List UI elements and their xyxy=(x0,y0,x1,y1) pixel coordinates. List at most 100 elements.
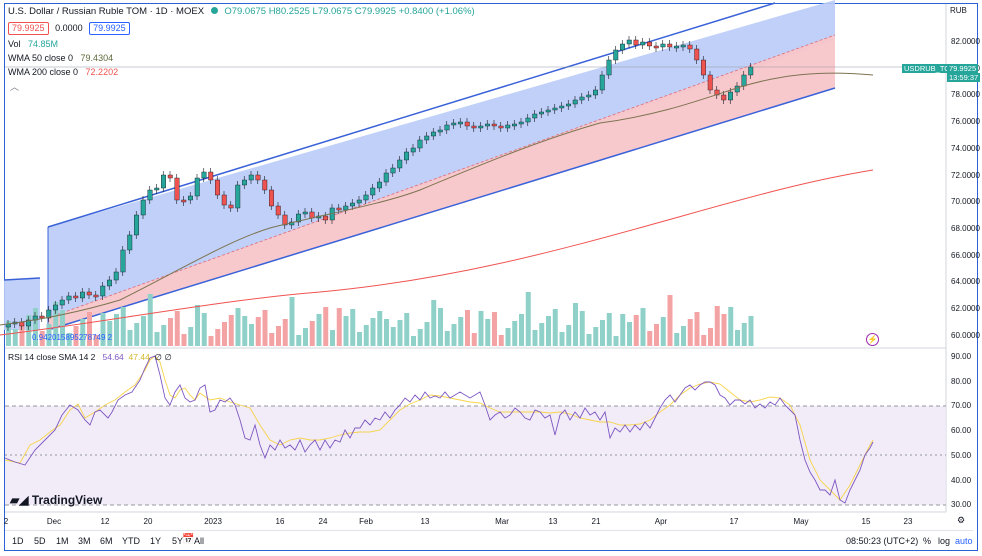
chart-frame xyxy=(4,3,978,551)
volume-bar xyxy=(620,314,626,346)
candle xyxy=(134,214,139,236)
volume-bar xyxy=(80,319,86,346)
price-tick: 78.0000 xyxy=(951,90,980,100)
volume-bar xyxy=(606,313,612,346)
candle xyxy=(539,111,544,115)
volume-bar xyxy=(46,324,52,346)
volume-bar xyxy=(363,325,369,346)
candle xyxy=(242,179,247,186)
time-tick: 23 xyxy=(903,517,913,526)
volume-bar xyxy=(33,308,38,346)
volume-bar xyxy=(53,302,59,346)
candle xyxy=(451,122,457,126)
volume-bar xyxy=(19,322,25,346)
last-price-tag[interactable]: 79.9925 xyxy=(947,64,979,73)
wma50-value: 79.4304 xyxy=(80,53,114,63)
lightning-icon[interactable]: ⚡ xyxy=(866,333,879,346)
rsi-line[interactable] xyxy=(4,355,874,504)
symbol-title[interactable]: U.S. Dollar / Russian Ruble TOM · 1D · M… xyxy=(8,6,205,17)
candle xyxy=(302,211,308,215)
volume-bar xyxy=(276,326,281,346)
price-tick: 64.0000 xyxy=(951,277,980,287)
volume-bar xyxy=(289,297,295,346)
candle xyxy=(613,49,619,61)
range-button-1d[interactable]: 1D xyxy=(12,536,24,546)
time-tick: 13 xyxy=(420,517,430,526)
range-button-5y[interactable]: 5Y xyxy=(172,536,184,546)
volume-bar xyxy=(417,329,423,346)
clock-display[interactable]: 08:50:23 (UTC+2) xyxy=(846,536,919,546)
sell-button[interactable]: 79.9925 xyxy=(8,22,49,35)
percent-toggle[interactable]: % xyxy=(923,536,932,546)
candle xyxy=(633,39,639,46)
tradingview-logo[interactable]: ▰◢ TradingView xyxy=(10,493,102,507)
range-button-6m[interactable]: 6M xyxy=(100,536,113,546)
range-button-5d[interactable]: 5D xyxy=(34,536,46,546)
volume-legend[interactable]: Vol 74.85M xyxy=(8,38,58,50)
date-range-icon[interactable]: 📅 xyxy=(182,534,195,545)
tv-logo-icon: ▰◢ xyxy=(10,493,29,507)
candle xyxy=(545,109,551,113)
volume-bar xyxy=(566,325,572,346)
settings-gear-icon[interactable]: ⚙ xyxy=(957,515,966,525)
volume-bar xyxy=(154,332,160,346)
candle xyxy=(86,291,92,296)
wma50-line[interactable] xyxy=(0,72,874,326)
wma200-line[interactable] xyxy=(0,169,874,336)
range-button-all[interactable]: All xyxy=(194,536,205,546)
log-toggle[interactable]: log xyxy=(938,536,951,546)
time-tick: 16 xyxy=(275,517,285,526)
candle xyxy=(620,43,625,51)
range-button-3m[interactable]: 3M xyxy=(78,536,91,546)
candle xyxy=(127,234,133,251)
candles xyxy=(5,36,754,331)
volume-bar xyxy=(316,314,322,346)
collapse-legend-icon[interactable]: ︿ xyxy=(10,82,20,92)
candle xyxy=(572,99,578,105)
channel-upper-line[interactable] xyxy=(47,2,776,228)
candle xyxy=(248,174,254,181)
volume-bar xyxy=(708,328,713,346)
candle xyxy=(208,171,214,181)
volume-bar xyxy=(681,326,686,346)
candle xyxy=(626,39,632,45)
candle xyxy=(323,215,328,221)
candle xyxy=(309,211,315,219)
candle xyxy=(343,205,349,211)
currency-label[interactable]: RUB xyxy=(950,6,967,15)
range-button-ytd[interactable]: YTD xyxy=(122,536,140,546)
wma50-legend[interactable]: WMA 50 close 0 79.4304 xyxy=(8,52,113,64)
volume-bar xyxy=(107,321,113,346)
time-tick: Mar xyxy=(495,517,509,526)
tag-countdown: 13:59:37 xyxy=(949,73,979,82)
rsi-legend[interactable]: RSI 14 close SMA 14 2 54.64 47.44 ∅ ∅ xyxy=(8,352,172,363)
candle xyxy=(606,59,612,76)
candle xyxy=(424,135,430,141)
channel-lower-fill xyxy=(48,35,835,330)
volume-bar xyxy=(721,314,727,346)
volume-bar xyxy=(498,335,504,346)
price-tick: 70.0000 xyxy=(951,197,980,207)
buy-button[interactable]: 79.9925 xyxy=(89,22,130,35)
candle xyxy=(478,125,484,129)
candle xyxy=(262,179,268,191)
range-button-1y[interactable]: 1Y xyxy=(150,536,162,546)
volume-bar xyxy=(350,309,356,346)
volume-bar xyxy=(93,335,99,346)
symbol-price-tag[interactable]: USDRUB_TOM xyxy=(902,64,959,73)
volume-bar xyxy=(701,335,707,346)
market-status-icon[interactable] xyxy=(210,7,218,14)
range-button-1m[interactable]: 1M xyxy=(56,536,69,546)
wma200-label: WMA 200 close 0 xyxy=(8,67,79,77)
volume-bar xyxy=(161,325,167,346)
wma200-legend[interactable]: WMA 200 close 0 72.2202 xyxy=(8,66,118,78)
rsi-sma-line[interactable] xyxy=(4,355,874,501)
volume-bar xyxy=(141,316,146,346)
price-tick: 74.0000 xyxy=(951,143,980,153)
time-tick: 13 xyxy=(548,517,558,526)
channel-lower-line[interactable] xyxy=(47,87,836,331)
volume-bar xyxy=(73,326,79,346)
auto-toggle[interactable]: auto xyxy=(955,536,973,546)
volume-bar xyxy=(552,309,558,346)
